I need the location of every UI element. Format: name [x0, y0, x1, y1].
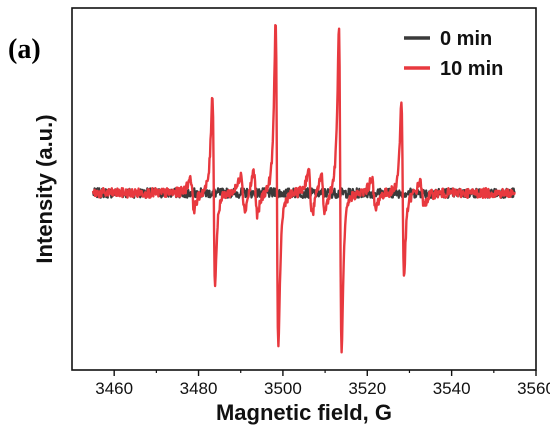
legend: 0 min 10 min	[404, 28, 503, 80]
legend-label: 10 min	[440, 58, 503, 80]
x-axis-ticks: 3460 3480 3500 3520 3540 3560	[95, 370, 550, 398]
panel-label: (a)	[8, 34, 41, 65]
series-line-10-min	[91, 24, 516, 354]
plot-frame	[71, 7, 537, 371]
plot-border	[71, 7, 537, 371]
x-axis-title: Magnetic field, G	[216, 400, 392, 425]
legend-label: 0 min	[440, 28, 492, 50]
x-tick-label: 3500	[264, 379, 302, 398]
x-tick-label: 3460	[95, 379, 133, 398]
y-axis-title: Intensity (a.u.)	[32, 114, 57, 263]
x-tick-label: 3480	[180, 379, 218, 398]
x-tick-label: 3540	[433, 379, 471, 398]
x-tick-label: 3520	[348, 379, 386, 398]
x-tick-label: 3560	[517, 379, 550, 398]
series-line-0-min	[92, 187, 516, 199]
series-layer	[91, 24, 516, 354]
